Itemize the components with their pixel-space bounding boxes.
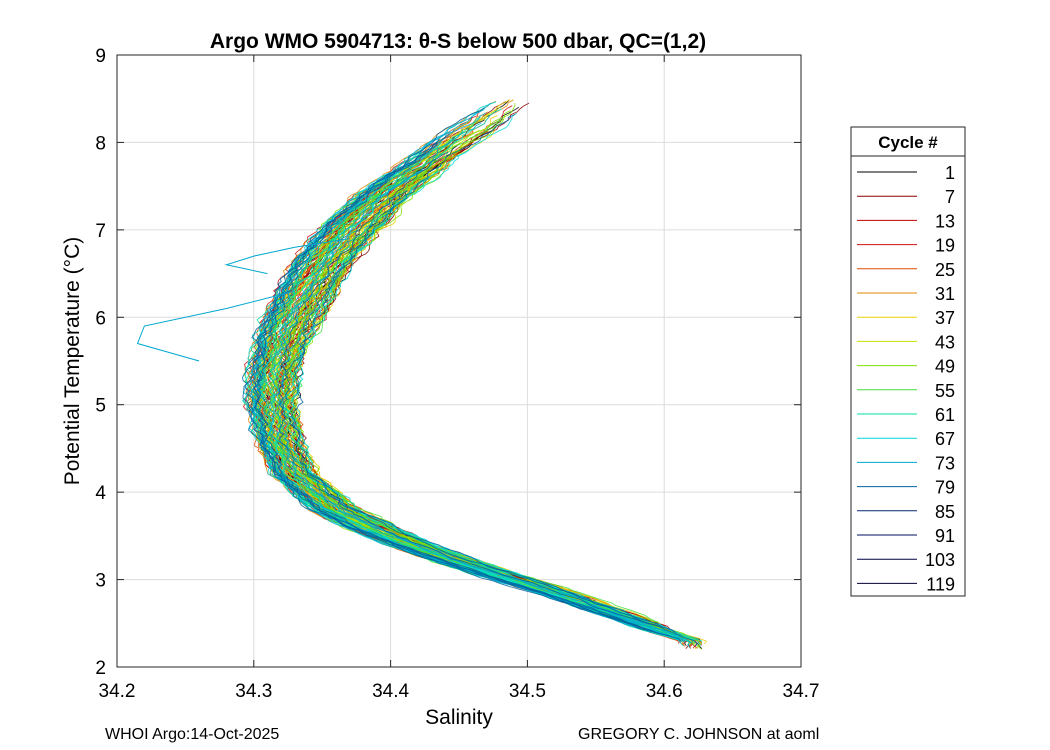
- legend-entry-label: 85: [935, 502, 955, 522]
- plot-frame: [116, 54, 802, 668]
- profile-line: [273, 103, 677, 637]
- x-tick-label: 34.3: [235, 681, 272, 702]
- legend-entry-label: 25: [935, 260, 955, 280]
- legend-entry-label: 7: [945, 187, 955, 207]
- profile-line: [256, 99, 640, 626]
- y-tick-label: 7: [95, 221, 106, 242]
- chart-title: Argo WMO 5904713: θ-S below 500 dbar, QC…: [210, 30, 706, 53]
- legend-entry-label: 67: [935, 429, 955, 449]
- legend-entry-label: 43: [935, 332, 955, 352]
- y-tick-label: 8: [95, 133, 106, 154]
- profile-line: [273, 105, 664, 632]
- profile-line: [283, 118, 693, 641]
- profile-line: [244, 138, 682, 643]
- legend: Cycle # 1 7 13 19 25 31 37 43 49 55 61 67 73 79 85 91 10…: [850, 126, 966, 597]
- profile-line: [290, 114, 677, 633]
- x-tick-label: 34.2: [99, 681, 136, 702]
- x-axis-label: Salinity: [425, 706, 493, 729]
- profile-line: [261, 111, 626, 621]
- x-tick-label: 34.5: [509, 681, 546, 702]
- y-tick-label: 2: [95, 658, 106, 679]
- y-tick-label: 6: [95, 308, 106, 329]
- legend-entry-label: 61: [935, 405, 955, 425]
- x-tick-label: 34.4: [372, 681, 409, 702]
- profile-line: [287, 150, 703, 642]
- legend-entry-label: 37: [935, 308, 955, 328]
- legend-entry-label: 55: [935, 381, 955, 401]
- y-tick-label: 9: [95, 46, 106, 67]
- legend-entry-label: 91: [935, 526, 955, 546]
- profile-line: [275, 130, 643, 623]
- y-tick-label: 4: [95, 483, 106, 504]
- profile-line: [266, 99, 680, 638]
- profile-line: [285, 110, 677, 635]
- footer-right-credit: GREGORY C. JOHNSON at aoml: [578, 726, 820, 743]
- legend-entry-label: 103: [925, 550, 955, 570]
- y-ticks: 2 3 4 5 6 7 8 9: [95, 46, 801, 679]
- profile-line: [290, 124, 664, 631]
- profile-line: [256, 151, 686, 642]
- profile-line: [278, 106, 665, 631]
- profile-line: [263, 171, 641, 625]
- profile-line: [247, 102, 642, 630]
- legend-entry-label: 13: [935, 211, 955, 231]
- legend-entry-label: 1: [945, 163, 955, 183]
- profile-line: [273, 169, 652, 627]
- profile-excursion-line: [224, 238, 350, 275]
- grid-lines: [116, 54, 802, 668]
- profile-line: [284, 130, 658, 629]
- profile-line: [267, 108, 695, 641]
- profile-line: [278, 151, 698, 647]
- profile-line: [269, 115, 636, 621]
- legend-entry-label: 31: [935, 284, 955, 304]
- y-tick-label: 3: [95, 571, 106, 592]
- y-tick-label: 5: [95, 396, 106, 417]
- profile-excursion-line: [136, 290, 295, 362]
- legend-entry-label: 119: [926, 574, 955, 594]
- legend-entries: 1 7 13 19 25 31 37 43 49 55 61 67 73 79 85 91 103 119: [857, 163, 955, 594]
- legend-entry-label: 73: [935, 453, 955, 473]
- legend-entry-label: 49: [935, 357, 955, 377]
- x-tick-label: 34.6: [646, 681, 683, 702]
- profile-line: [290, 113, 672, 631]
- legend-entry-label: 79: [935, 478, 955, 498]
- y-axis-label: Potential Temperature (°C): [61, 237, 84, 485]
- profile-line: [273, 176, 678, 636]
- x-tick-label: 34.7: [783, 681, 820, 702]
- profile-line: [253, 134, 653, 632]
- legend-title: Cycle #: [878, 133, 938, 152]
- footer-left-credit: WHOI Argo:14-Oct-2025: [105, 726, 280, 743]
- profile-lines: [136, 99, 707, 650]
- x-ticks: 34.2 34.3 34.4 34.5 34.6 34.7: [99, 55, 820, 702]
- profile-line: [272, 129, 638, 621]
- profile-line: [287, 102, 671, 631]
- profile-line: [255, 101, 622, 621]
- legend-box: [850, 126, 966, 597]
- legend-entry-label: 19: [935, 236, 955, 256]
